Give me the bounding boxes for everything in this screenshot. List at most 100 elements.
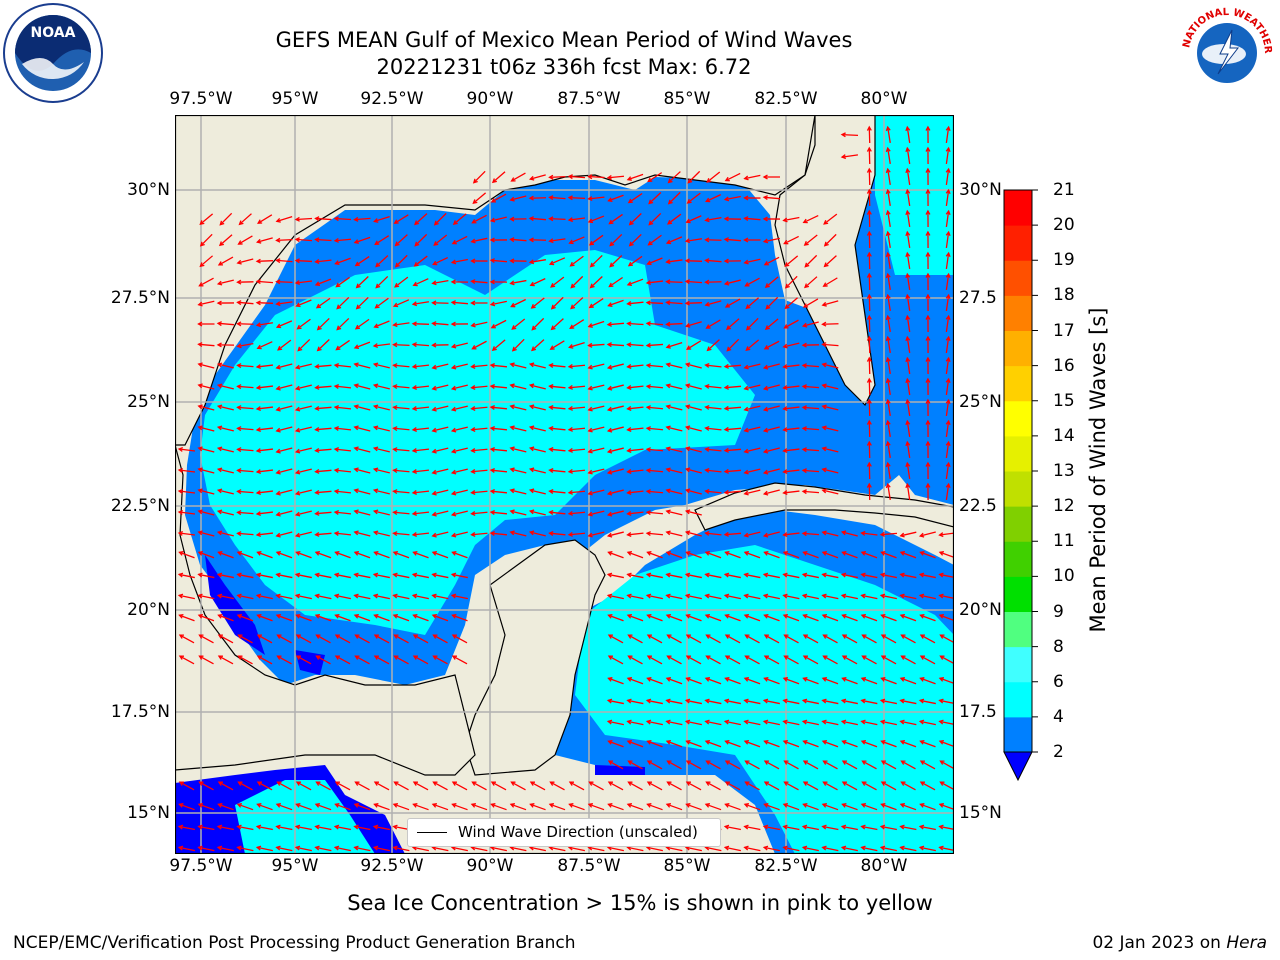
wave-arrow <box>237 490 254 494</box>
wave-arrowhead <box>665 467 671 473</box>
wave-arrowhead <box>531 346 537 352</box>
wave-arrowhead <box>938 739 945 745</box>
wave-arrow <box>530 426 546 432</box>
wave-arrow <box>627 846 644 852</box>
wave-arrow <box>510 238 527 242</box>
wave-arrowhead <box>686 198 692 204</box>
wave-arrow <box>939 699 954 704</box>
colorbar-band <box>1004 330 1032 367</box>
wave-arrow <box>705 803 722 811</box>
wave-arrowhead <box>938 532 944 538</box>
wave-arrowhead <box>783 324 789 329</box>
wave-arrow <box>705 573 722 579</box>
wave-arrow <box>452 655 468 665</box>
wave-arrowhead <box>667 178 673 184</box>
wave-arrowhead <box>568 803 574 808</box>
wave-arrowhead <box>314 237 320 243</box>
wave-arrowhead <box>216 530 223 536</box>
wave-arrow <box>551 318 564 330</box>
wave-arrowhead <box>333 509 339 515</box>
wave-arrowhead <box>275 469 281 475</box>
wave-arrowhead <box>685 760 691 765</box>
wave-arrowhead <box>353 216 359 222</box>
wave-arrowhead <box>509 509 515 515</box>
wave-arrow <box>842 803 858 811</box>
wave-arrowhead <box>392 322 398 328</box>
wave-arrow <box>395 254 408 268</box>
wave-arrow <box>588 803 605 811</box>
wave-arrow <box>842 825 858 831</box>
wave-arrowhead <box>919 614 925 619</box>
lon-label-bottom: 92.5°W <box>360 856 424 876</box>
wave-arrow <box>945 483 950 501</box>
wave-arrow <box>452 363 468 369</box>
wave-arrowhead <box>411 448 417 453</box>
wave-arrow <box>529 217 547 221</box>
wave-arrowhead <box>372 404 379 410</box>
wave-arrow <box>783 385 800 389</box>
wave-arrowhead <box>840 845 847 851</box>
wave-arrowhead <box>665 614 672 619</box>
wave-arrow <box>511 318 526 330</box>
wave-arrowhead <box>684 383 691 389</box>
wave-arrow <box>627 322 644 326</box>
wave-arrow <box>920 573 936 579</box>
wave-arrow <box>842 634 858 644</box>
wave-arrowhead <box>314 803 321 808</box>
wave-arrowhead <box>763 551 769 556</box>
wave-arrowhead <box>665 739 672 745</box>
wave-arrowhead <box>294 824 301 830</box>
wave-arrow <box>783 364 800 368</box>
wave-arrow <box>647 760 663 770</box>
wave-arrow <box>239 213 252 225</box>
wave-arrow <box>568 385 586 389</box>
wave-arrowhead <box>392 614 399 619</box>
wave-arrow <box>705 427 722 431</box>
wave-arrowhead <box>276 781 282 786</box>
wave-arrowhead <box>333 216 339 222</box>
wave-arrow <box>802 490 820 494</box>
wave-arrow <box>881 699 897 705</box>
wave-arrowhead <box>645 300 651 306</box>
wave-arrowhead <box>431 448 437 454</box>
wave-arrowhead <box>885 356 891 363</box>
wave-arrowhead <box>938 698 944 704</box>
colorbar-band <box>1004 295 1032 331</box>
wave-arrow <box>550 781 565 791</box>
wave-arrow <box>764 340 780 350</box>
wave-arrowhead <box>745 304 751 310</box>
wave-arrowhead <box>704 446 710 452</box>
wave-arrowhead <box>353 362 359 368</box>
wave-arrow <box>939 677 954 685</box>
wave-arrowhead <box>866 356 872 362</box>
wave-arrow <box>473 170 486 184</box>
wave-arrow <box>393 594 410 600</box>
wave-arrow <box>335 573 351 579</box>
wave-arrow <box>549 846 566 852</box>
wave-arrowhead <box>801 572 808 578</box>
wave-arrowhead <box>567 510 573 516</box>
wave-arrow <box>413 655 429 665</box>
wave-arrowhead <box>216 321 222 327</box>
wave-arrow <box>725 677 741 685</box>
wave-arrow <box>354 594 371 600</box>
wave-arrow <box>764 720 780 726</box>
wave-arrow <box>354 510 371 516</box>
wave-arrowhead <box>607 302 613 307</box>
wave-arrowhead <box>841 677 847 682</box>
wave-arrow <box>296 468 312 474</box>
wave-arrowhead <box>333 530 339 536</box>
wave-arrowhead <box>939 655 945 660</box>
wave-arrow <box>608 447 624 453</box>
wave-arrowhead <box>905 230 911 237</box>
wave-arrow <box>705 469 722 473</box>
wave-arrowhead <box>236 572 242 578</box>
wave-arrowhead <box>314 614 321 619</box>
wave-arrowhead <box>684 488 691 494</box>
wave-arrowhead <box>647 240 653 246</box>
wave-arrow <box>764 614 780 622</box>
wave-arrow <box>881 551 897 559</box>
wave-arrow <box>627 278 644 286</box>
wave-arrowhead <box>333 824 340 830</box>
wave-arrowhead <box>866 146 872 152</box>
